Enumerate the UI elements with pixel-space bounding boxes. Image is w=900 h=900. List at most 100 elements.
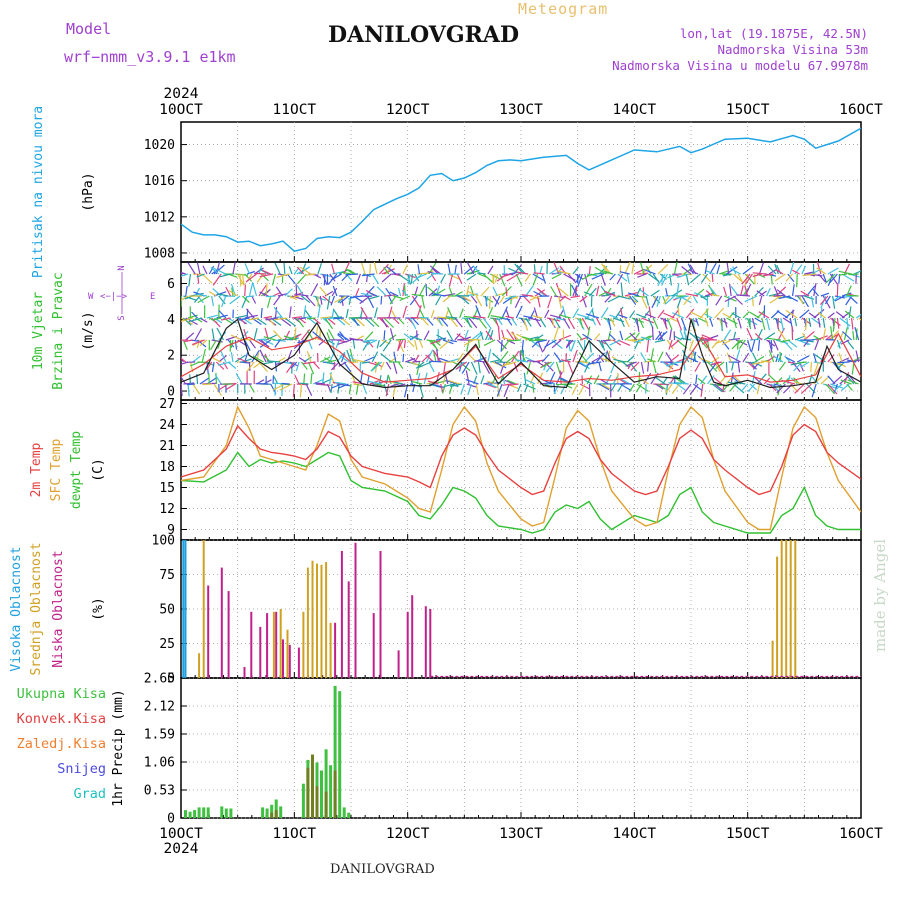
wind-barb — [742, 265, 754, 275]
wind-barb — [674, 295, 689, 300]
wind-barb — [707, 361, 718, 372]
wind-barb — [283, 263, 286, 275]
wind-barb — [830, 326, 834, 341]
y-tick-label: 15 — [159, 481, 175, 496]
wind-barb — [600, 383, 612, 391]
wind-barb — [188, 317, 203, 323]
wind-barb — [432, 350, 437, 363]
wind-barb — [399, 295, 411, 302]
wind-barb — [318, 339, 326, 346]
cloud-bar — [202, 540, 205, 678]
wind-barb — [181, 376, 187, 385]
wind-barb — [827, 383, 838, 395]
wind-barb — [312, 331, 324, 341]
wind-barb — [273, 376, 279, 385]
wind-barb — [501, 306, 508, 319]
wind-barb — [848, 306, 852, 319]
wind-barb — [446, 330, 454, 341]
wind-barb — [466, 352, 477, 363]
wind-barb — [440, 383, 444, 394]
wind-barb — [477, 339, 481, 349]
wind-barb — [480, 375, 485, 385]
wind-barb — [350, 295, 363, 299]
wind-barb — [813, 335, 822, 341]
wind-barb — [385, 361, 392, 370]
panel-clouds: 0 25 50 75 100 — [152, 534, 862, 687]
wind-barb — [181, 274, 182, 275]
wind-barb — [359, 295, 371, 305]
wind-barb — [182, 317, 192, 326]
wind-barb — [310, 373, 313, 385]
wind-barb — [682, 383, 692, 395]
wind-barb — [634, 339, 644, 343]
wind-barb — [468, 338, 481, 341]
wind-barb — [239, 361, 250, 364]
wind-barb — [797, 361, 807, 364]
wind-barb — [447, 273, 461, 280]
wind-barb — [273, 295, 281, 306]
wind-barb — [446, 316, 458, 319]
wind-barb — [513, 264, 523, 275]
wind-barb — [595, 285, 600, 297]
cloud-bar — [429, 609, 432, 678]
wind-barb — [651, 326, 654, 341]
wind-barb — [524, 379, 536, 385]
wind-barb — [374, 361, 383, 368]
wind-barb — [541, 273, 546, 284]
wind-barb — [638, 377, 649, 385]
wind-barb — [428, 361, 435, 373]
wind-barb — [183, 295, 197, 301]
wind-barb — [265, 283, 268, 297]
wind-barb — [327, 317, 336, 325]
wind-barb — [494, 317, 500, 329]
wind-barb — [284, 288, 293, 297]
wind-barb — [272, 383, 286, 391]
wind-barb — [322, 372, 325, 385]
wind-barb — [804, 271, 814, 275]
x-tick-label-top: 14OCT — [613, 102, 657, 118]
wind-barb — [215, 361, 225, 370]
wind-barb — [383, 330, 386, 341]
wind-barb — [386, 266, 397, 275]
wind-barb — [737, 339, 739, 350]
wind-barb — [433, 317, 447, 320]
wind-barb — [497, 327, 501, 341]
wind-barb — [194, 295, 201, 303]
wind-barb — [494, 361, 507, 369]
x-tick-label-top: 16OCT — [839, 102, 883, 118]
cloud-bar — [397, 650, 400, 678]
wind-barb — [206, 314, 218, 319]
wind-barb — [848, 273, 859, 276]
wind-barb — [749, 383, 757, 391]
wind-barb — [331, 339, 335, 354]
wind-barb — [724, 295, 737, 303]
cloud-bar — [379, 551, 382, 678]
wind-barb — [511, 317, 518, 326]
wind-barb — [371, 351, 379, 363]
wind-barb — [255, 272, 267, 275]
wind-barb — [759, 290, 767, 297]
panel-temperature: 9 12 15 18 21 24 27 — [159, 397, 862, 541]
y-tick-label: 1016 — [144, 174, 175, 189]
wind-barb — [631, 295, 639, 303]
wind-barb — [479, 352, 482, 363]
wind-barb — [403, 333, 413, 341]
wind-barb — [769, 295, 782, 304]
wind-barb — [525, 317, 532, 327]
wind-barb — [736, 294, 751, 297]
wind-barb — [584, 283, 593, 297]
wind-barb — [628, 383, 635, 393]
wind-barb — [235, 314, 248, 319]
wind-barb — [547, 295, 553, 309]
wind-barb — [601, 339, 611, 342]
wind-barb — [584, 273, 589, 287]
wind-barb — [654, 339, 666, 343]
wind-barb — [454, 333, 461, 341]
wind-barb — [827, 312, 835, 319]
wind-barb — [455, 361, 468, 370]
wind-barb — [362, 355, 376, 363]
wind-barb — [466, 285, 470, 297]
wind-barb — [465, 379, 479, 385]
wind-barb — [652, 361, 657, 374]
wind-barb — [416, 361, 421, 376]
